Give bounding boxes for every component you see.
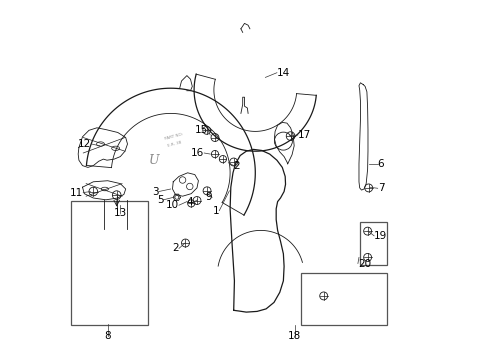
- Text: 3: 3: [152, 186, 159, 197]
- Text: 10: 10: [165, 200, 179, 210]
- Text: 12: 12: [78, 139, 91, 149]
- FancyBboxPatch shape: [301, 273, 386, 325]
- Text: 7: 7: [377, 183, 384, 193]
- Text: 13: 13: [113, 208, 127, 218]
- Text: E.R. 38: E.R. 38: [166, 140, 182, 148]
- Text: 20: 20: [357, 258, 370, 269]
- Text: 8: 8: [104, 330, 111, 341]
- Text: 9: 9: [205, 192, 212, 202]
- Text: 19: 19: [373, 231, 386, 241]
- Text: 2: 2: [172, 243, 179, 253]
- Text: PART NO:: PART NO:: [164, 132, 183, 141]
- Text: 5: 5: [157, 195, 163, 205]
- Text: 18: 18: [288, 330, 301, 341]
- Text: 2: 2: [233, 161, 240, 171]
- Text: 6: 6: [377, 159, 384, 169]
- Text: 4: 4: [186, 197, 193, 207]
- Text: 17: 17: [297, 130, 310, 140]
- Text: U: U: [149, 154, 160, 167]
- Text: 14: 14: [276, 68, 289, 78]
- FancyBboxPatch shape: [360, 222, 386, 265]
- Text: 16: 16: [190, 148, 204, 158]
- Text: 15: 15: [194, 125, 207, 135]
- Text: 1: 1: [212, 206, 219, 216]
- Text: 11: 11: [70, 188, 83, 198]
- FancyBboxPatch shape: [71, 201, 148, 325]
